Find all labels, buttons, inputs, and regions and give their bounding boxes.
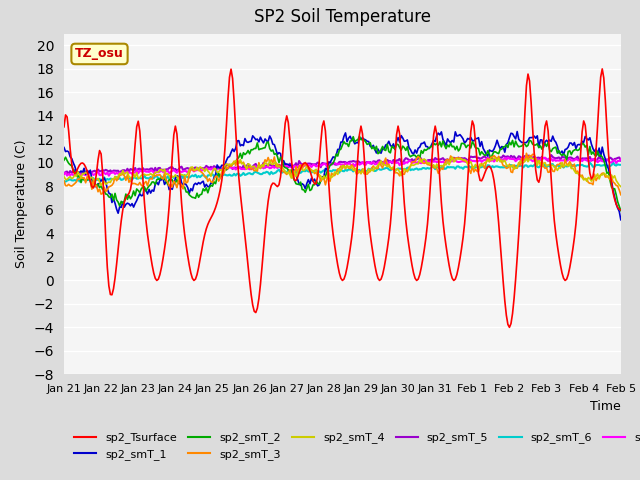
sp2_smT_1 [617, 217, 625, 223]
sp2_smT_6 [165, 175, 173, 181]
Line: sp2_smT_4: sp2_smT_4 [64, 157, 621, 187]
sp2_smT_5 [547, 152, 555, 158]
sp2_smT_2 [617, 208, 625, 214]
sp2_smT_5 [397, 159, 405, 165]
sp2_Tsurface [408, 263, 416, 268]
sp2_smT_6 [609, 160, 617, 166]
sp2_Tsurface [396, 131, 403, 137]
sp2_Tsurface [598, 66, 606, 72]
sp2_smT_7 [552, 158, 559, 164]
sp2_smT_1 [76, 170, 83, 176]
sp2_Tsurface [377, 276, 385, 282]
Line: sp2_smT_5: sp2_smT_5 [64, 155, 621, 174]
sp2_smT_5 [617, 157, 625, 163]
sp2_smT_7 [397, 160, 405, 166]
sp2_smT_4 [550, 164, 558, 169]
sp2_smT_1 [377, 150, 385, 156]
sp2_smT_1 [513, 129, 521, 134]
sp2_smT_3 [164, 179, 172, 185]
sp2_smT_5 [379, 159, 387, 165]
sp2_smT_3 [396, 173, 403, 179]
sp2_smT_5 [60, 171, 68, 177]
sp2_smT_6 [379, 166, 387, 172]
X-axis label: Time: Time [590, 400, 621, 413]
sp2_smT_2 [410, 152, 417, 158]
sp2_smT_1 [164, 180, 172, 185]
Legend: sp2_Tsurface, sp2_smT_1, sp2_smT_2, sp2_smT_3, sp2_smT_4, sp2_smT_5, sp2_smT_6, : sp2_Tsurface, sp2_smT_1, sp2_smT_2, sp2_… [70, 428, 640, 464]
sp2_smT_2 [397, 147, 405, 153]
sp2_smT_5 [165, 165, 173, 171]
sp2_smT_6 [550, 164, 558, 169]
sp2_Tsurface [617, 207, 625, 213]
sp2_smT_4 [408, 162, 416, 168]
sp2_Tsurface [164, 221, 172, 227]
sp2_smT_1 [60, 144, 68, 150]
sp2_smT_5 [552, 156, 559, 161]
sp2_smT_7 [410, 160, 417, 166]
sp2_smT_1 [550, 137, 558, 143]
sp2_smT_3 [523, 150, 531, 156]
sp2_smT_6 [88, 179, 96, 185]
Y-axis label: Soil Temperature (C): Soil Temperature (C) [15, 140, 28, 268]
sp2_smT_4 [164, 171, 172, 177]
sp2_smT_7 [484, 155, 492, 160]
Title: SP2 Soil Temperature: SP2 Soil Temperature [254, 9, 431, 26]
sp2_smT_3 [617, 192, 625, 198]
sp2_smT_7 [105, 173, 113, 179]
Line: sp2_smT_1: sp2_smT_1 [64, 132, 621, 220]
sp2_smT_2 [379, 144, 387, 149]
sp2_smT_6 [76, 179, 83, 184]
sp2_smT_2 [164, 181, 172, 187]
sp2_smT_5 [77, 171, 85, 177]
sp2_smT_7 [165, 170, 173, 176]
sp2_smT_2 [356, 133, 364, 139]
Line: sp2_smT_7: sp2_smT_7 [64, 157, 621, 176]
sp2_smT_4 [377, 158, 385, 164]
sp2_smT_3 [408, 159, 416, 165]
sp2_smT_3 [60, 178, 68, 184]
Line: sp2_smT_6: sp2_smT_6 [64, 163, 621, 182]
sp2_smT_4 [60, 174, 68, 180]
sp2_smT_3 [76, 177, 83, 182]
sp2_smT_7 [60, 171, 68, 177]
sp2_smT_1 [408, 150, 416, 156]
sp2_smT_5 [76, 170, 83, 176]
sp2_smT_3 [550, 168, 558, 174]
sp2_smT_6 [397, 166, 405, 171]
sp2_smT_2 [550, 145, 558, 151]
sp2_smT_7 [76, 170, 83, 176]
sp2_smT_2 [76, 173, 83, 179]
sp2_smT_4 [396, 169, 403, 175]
sp2_smT_6 [617, 162, 625, 168]
sp2_smT_1 [396, 139, 403, 145]
sp2_Tsurface [60, 124, 68, 130]
Text: TZ_osu: TZ_osu [75, 48, 124, 60]
sp2_Tsurface [76, 162, 83, 168]
Line: sp2_smT_2: sp2_smT_2 [64, 136, 621, 211]
sp2_smT_3 [377, 163, 385, 168]
sp2_smT_6 [410, 167, 417, 173]
sp2_Tsurface [506, 324, 513, 330]
sp2_Tsurface [550, 218, 558, 224]
sp2_smT_4 [617, 184, 625, 190]
sp2_smT_5 [410, 158, 417, 164]
sp2_smT_4 [449, 155, 456, 160]
sp2_smT_6 [60, 179, 68, 184]
sp2_smT_7 [617, 156, 625, 162]
Line: sp2_smT_3: sp2_smT_3 [64, 153, 621, 195]
sp2_smT_7 [379, 161, 387, 167]
Line: sp2_Tsurface: sp2_Tsurface [64, 69, 621, 327]
sp2_smT_4 [76, 172, 83, 178]
sp2_smT_2 [60, 157, 68, 163]
